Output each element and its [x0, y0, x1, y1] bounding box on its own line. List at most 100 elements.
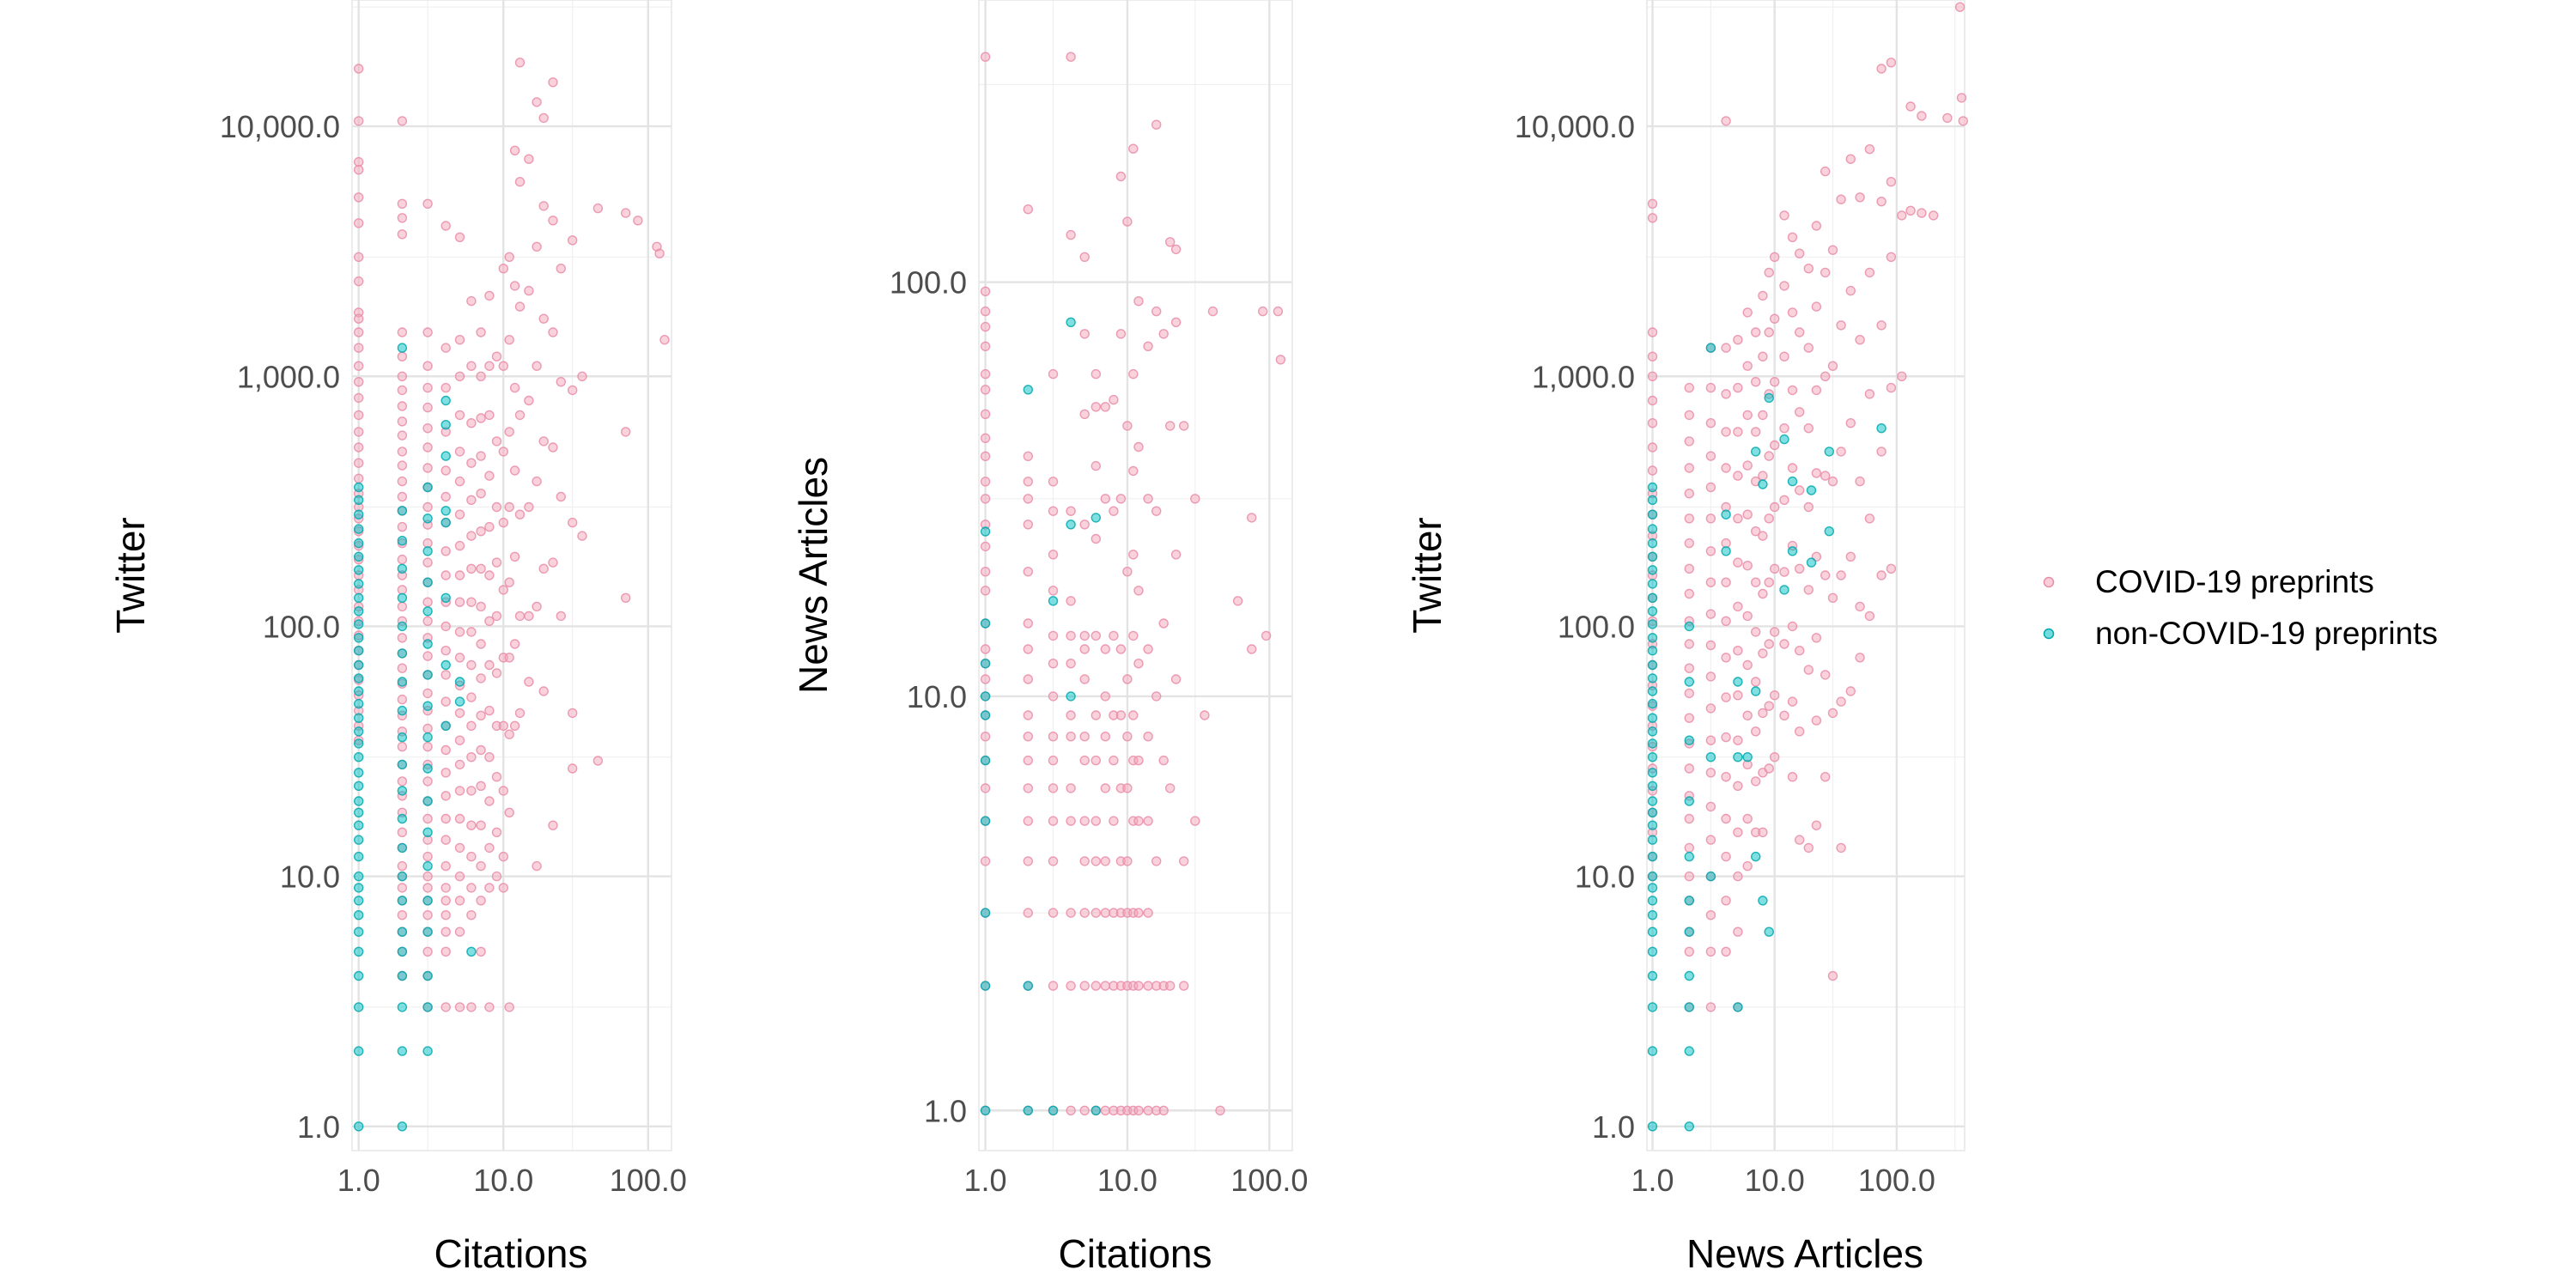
data-point [1023, 732, 1034, 742]
data-point [354, 509, 364, 519]
data-point [980, 567, 991, 577]
data-point [524, 677, 534, 687]
data-point [422, 763, 433, 774]
data-point [1178, 856, 1189, 866]
data-point [1647, 565, 1658, 575]
data-point [504, 427, 514, 437]
data-point [1758, 708, 1768, 719]
data-point [354, 164, 364, 175]
data-point [1705, 451, 1716, 461]
data-point [1079, 252, 1090, 262]
data-point [538, 436, 549, 447]
data-point [1787, 385, 1798, 396]
data-point [1855, 192, 1865, 203]
data-point [354, 673, 364, 683]
data-point [1115, 644, 1127, 654]
data-point [504, 807, 514, 817]
data-point [397, 732, 408, 743]
data-point [1836, 447, 1846, 457]
data-point [422, 688, 433, 699]
data-point [491, 871, 502, 882]
series-non-covid [980, 317, 1102, 1116]
data-point [514, 708, 526, 719]
data-point [1886, 382, 1897, 393]
data-point [422, 442, 433, 453]
data-point [397, 371, 408, 381]
data-point [1733, 781, 1743, 791]
data-point [1827, 361, 1838, 371]
data-point [1876, 64, 1886, 74]
data-point [1647, 579, 1658, 589]
data-point [397, 601, 408, 612]
data-point [1758, 531, 1768, 541]
data-point [1207, 306, 1218, 317]
data-point [1742, 460, 1753, 471]
data-point [1647, 646, 1658, 656]
data-point [397, 385, 408, 396]
data-point [1023, 385, 1034, 395]
data-point [980, 644, 991, 654]
data-point [556, 611, 566, 622]
data-point [1133, 755, 1144, 766]
data-point [440, 860, 451, 872]
data-point [354, 1002, 364, 1012]
data-point [1151, 691, 1162, 702]
data-point [440, 646, 451, 656]
data-point [1742, 361, 1753, 371]
data-point [354, 313, 364, 324]
data-point [491, 436, 502, 447]
data-point [440, 720, 451, 731]
data-point [1066, 783, 1076, 793]
data-point [1764, 267, 1774, 278]
data-point [397, 705, 408, 716]
data-point [1733, 513, 1743, 524]
data-point [1647, 327, 1658, 337]
data-point [1779, 351, 1789, 361]
data-point [440, 791, 451, 801]
data-point [1023, 451, 1034, 461]
data-point [454, 735, 465, 745]
data-point [422, 741, 433, 752]
panel-frame [978, 0, 1293, 1151]
data-point [476, 327, 486, 337]
data-point [1164, 237, 1176, 247]
data-point [397, 198, 408, 210]
data-point [1647, 213, 1658, 223]
y-axis-title: Twitter [108, 517, 153, 633]
data-point [1647, 371, 1658, 381]
data-point [1158, 755, 1169, 766]
data-point [354, 606, 364, 617]
data-point [422, 871, 433, 882]
data-point [397, 909, 408, 920]
data-point [397, 460, 408, 471]
data-point [532, 476, 542, 487]
x-tick-label: 100.0 [1230, 1163, 1308, 1198]
data-point [454, 653, 465, 663]
data-point [1721, 946, 1731, 957]
data-point [1079, 409, 1090, 419]
data-point [354, 410, 364, 421]
data-point [466, 883, 477, 893]
y-tick-label: 10,000.0 [1515, 109, 1635, 144]
data-point [397, 491, 408, 502]
data-point [1023, 783, 1034, 793]
data-point [397, 776, 408, 787]
data-point [1122, 856, 1133, 866]
data-point [1647, 482, 1658, 493]
data-point [440, 946, 451, 957]
data-point [422, 946, 433, 957]
data-point [354, 327, 364, 337]
data-point [1836, 570, 1846, 580]
data-point [1721, 546, 1731, 556]
data-point [592, 756, 604, 766]
data-point [440, 592, 451, 603]
data-point [454, 1002, 465, 1012]
data-point [1684, 713, 1695, 723]
data-point [1864, 611, 1875, 622]
data-point [1764, 513, 1774, 524]
data-point [440, 909, 451, 920]
data-point [397, 563, 408, 574]
data-point [397, 633, 408, 643]
data-point [1721, 851, 1731, 862]
data-point [654, 248, 665, 258]
